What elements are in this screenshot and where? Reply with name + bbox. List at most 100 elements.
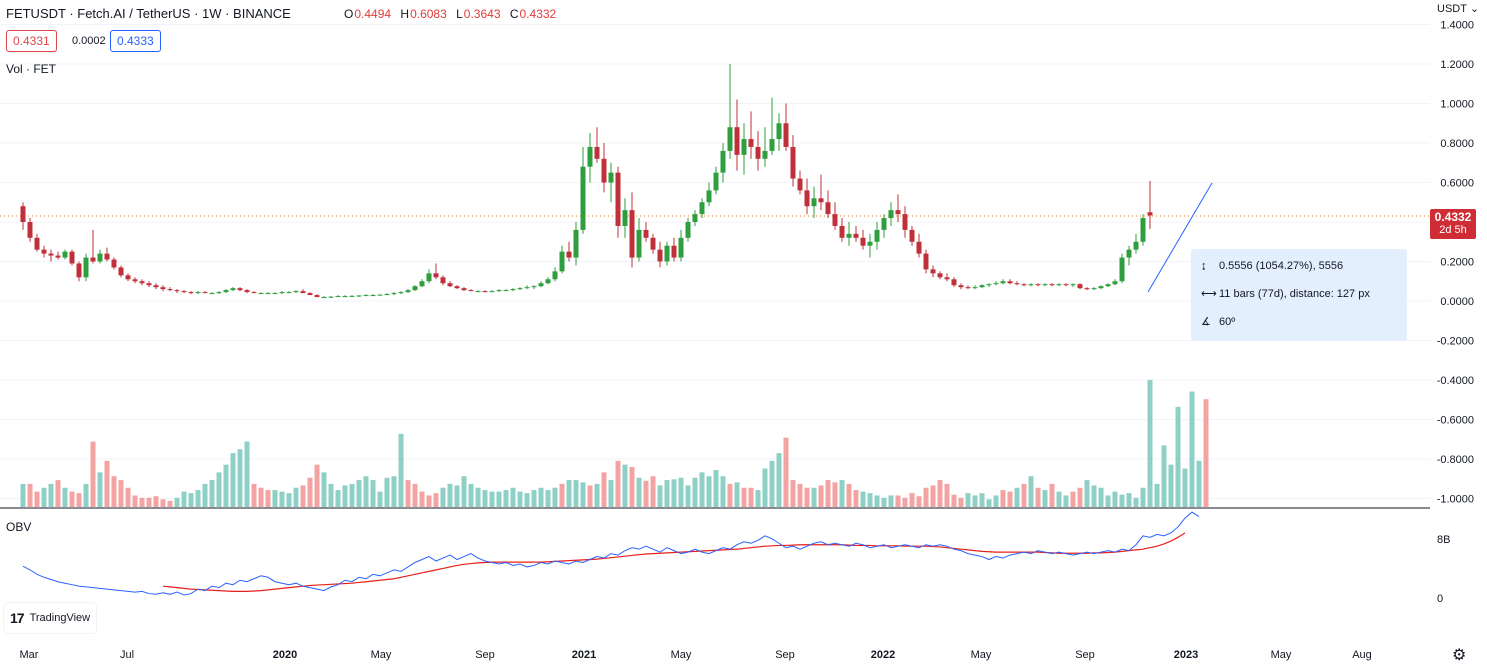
gear-icon[interactable]: ⚙	[1452, 647, 1467, 664]
volume-bar	[790, 480, 796, 507]
currency-selector[interactable]: USDT ⌄	[1437, 2, 1479, 15]
volume-bar	[895, 495, 901, 507]
angle-icon: ∡	[1201, 316, 1211, 328]
measure-price-row: ↨ 0.5556 (1054.27%), 5556	[1201, 257, 1343, 275]
candle-body	[629, 210, 635, 258]
candle-body	[790, 146, 796, 179]
volume-pane-label[interactable]: Vol · FET	[6, 62, 57, 76]
volume-bar	[1189, 391, 1195, 507]
candle-body	[76, 263, 82, 278]
currency-label: USDT	[1437, 3, 1467, 15]
candle-body	[258, 293, 264, 295]
candle-body	[195, 292, 201, 294]
volume-bar	[1154, 483, 1160, 507]
volume-bar	[286, 493, 292, 507]
volume-bar	[1021, 483, 1027, 507]
volume-bar	[468, 483, 474, 507]
candle-body	[958, 285, 964, 288]
volume-bar	[755, 490, 761, 507]
volume-bar	[426, 495, 432, 507]
price-tick-label: 1.0000	[1440, 99, 1474, 111]
symbol-title[interactable]: FETUSDT · Fetch.AI / TetherUS · 1W · BIN…	[6, 6, 291, 21]
candle-body	[874, 229, 880, 242]
ohlc-open-key: O	[344, 7, 354, 21]
volume-bar	[1056, 491, 1062, 507]
candle-body	[440, 277, 446, 284]
volume-bar	[762, 468, 768, 507]
volume-bar	[909, 493, 915, 507]
candle-body	[545, 279, 551, 284]
candle-body	[916, 241, 922, 254]
time-tick-label: 2023	[1174, 649, 1198, 661]
volume-bar	[83, 483, 89, 507]
candle-body	[104, 253, 110, 260]
candle-body	[454, 286, 460, 289]
bid-price-button[interactable]: 0.4331	[6, 30, 57, 52]
volume-bar	[1175, 406, 1181, 507]
volume-bar	[615, 460, 621, 507]
candle-body	[405, 290, 411, 293]
candle-body	[839, 225, 845, 238]
candle-body	[34, 237, 40, 250]
ohlc-open-value: 0.4494	[354, 7, 392, 21]
measure-angle-row: ∡ 60º	[1201, 313, 1235, 331]
candle-body	[762, 150, 768, 159]
volume-bar	[524, 493, 530, 507]
price-tick-label: 1.2000	[1440, 59, 1474, 71]
candle-body	[650, 237, 656, 250]
candle-body	[811, 198, 817, 207]
candle-body	[90, 257, 96, 262]
volume-bar	[265, 490, 271, 507]
candle-body	[601, 158, 607, 183]
obv-tick-label: 0	[1437, 593, 1443, 605]
candle-body	[265, 293, 271, 295]
candle-body	[552, 271, 558, 280]
volume-bar	[419, 491, 425, 507]
candle-body	[62, 251, 68, 258]
candle-body	[699, 202, 705, 215]
ask-price-button[interactable]: 0.4333	[110, 30, 161, 52]
volume-bar	[937, 480, 943, 507]
candle-body	[720, 150, 726, 173]
candle-body	[461, 288, 467, 291]
last-price-tag: 0.4332 2d 5h	[1430, 209, 1476, 239]
candle-body	[69, 251, 75, 264]
candle-body	[853, 233, 859, 238]
candle-body	[1119, 257, 1125, 282]
volume-bar	[237, 449, 243, 507]
tradingview-logo[interactable]: 17 TradingView	[4, 603, 97, 633]
volume-bar	[342, 485, 348, 507]
volume-bar	[111, 476, 117, 507]
obv-pane-label[interactable]: OBV	[6, 520, 32, 534]
candle-body	[664, 245, 670, 262]
candle-body	[1035, 284, 1041, 286]
candle-body	[1091, 288, 1097, 290]
volume-bar	[132, 495, 138, 507]
volume-bar	[839, 480, 845, 507]
volume-bar	[160, 499, 166, 507]
candle-body	[433, 273, 439, 278]
candle-body	[573, 229, 579, 258]
volume-bar	[41, 487, 47, 507]
measure-line[interactable]	[1147, 182, 1213, 293]
volume-bar	[1014, 487, 1020, 507]
volume-bar	[818, 485, 824, 507]
candle-body	[706, 190, 712, 203]
volume-bar	[433, 493, 439, 507]
volume-bar	[811, 487, 817, 507]
volume-bar	[1042, 490, 1048, 507]
price-tick-label: 0.2000	[1440, 257, 1474, 269]
volume-bar	[300, 485, 306, 507]
volume-bar	[972, 495, 978, 507]
measure-tooltip: ↨ 0.5556 (1054.27%), 5556 ⟷ 11 bars (77d),…	[1191, 249, 1407, 341]
candle-body	[202, 292, 208, 294]
volume-bar	[496, 491, 502, 507]
candle-body	[475, 291, 481, 293]
volume-bar	[209, 480, 215, 507]
volume-bar	[377, 491, 383, 507]
candle-body	[146, 283, 152, 286]
time-tick-label: 2020	[273, 649, 297, 661]
time-axis: Mar Jul 2020 May Sep 2021 May Sep 2022 May Sep 2023…	[20, 649, 1372, 661]
measure-angle: 60º	[1219, 316, 1236, 328]
